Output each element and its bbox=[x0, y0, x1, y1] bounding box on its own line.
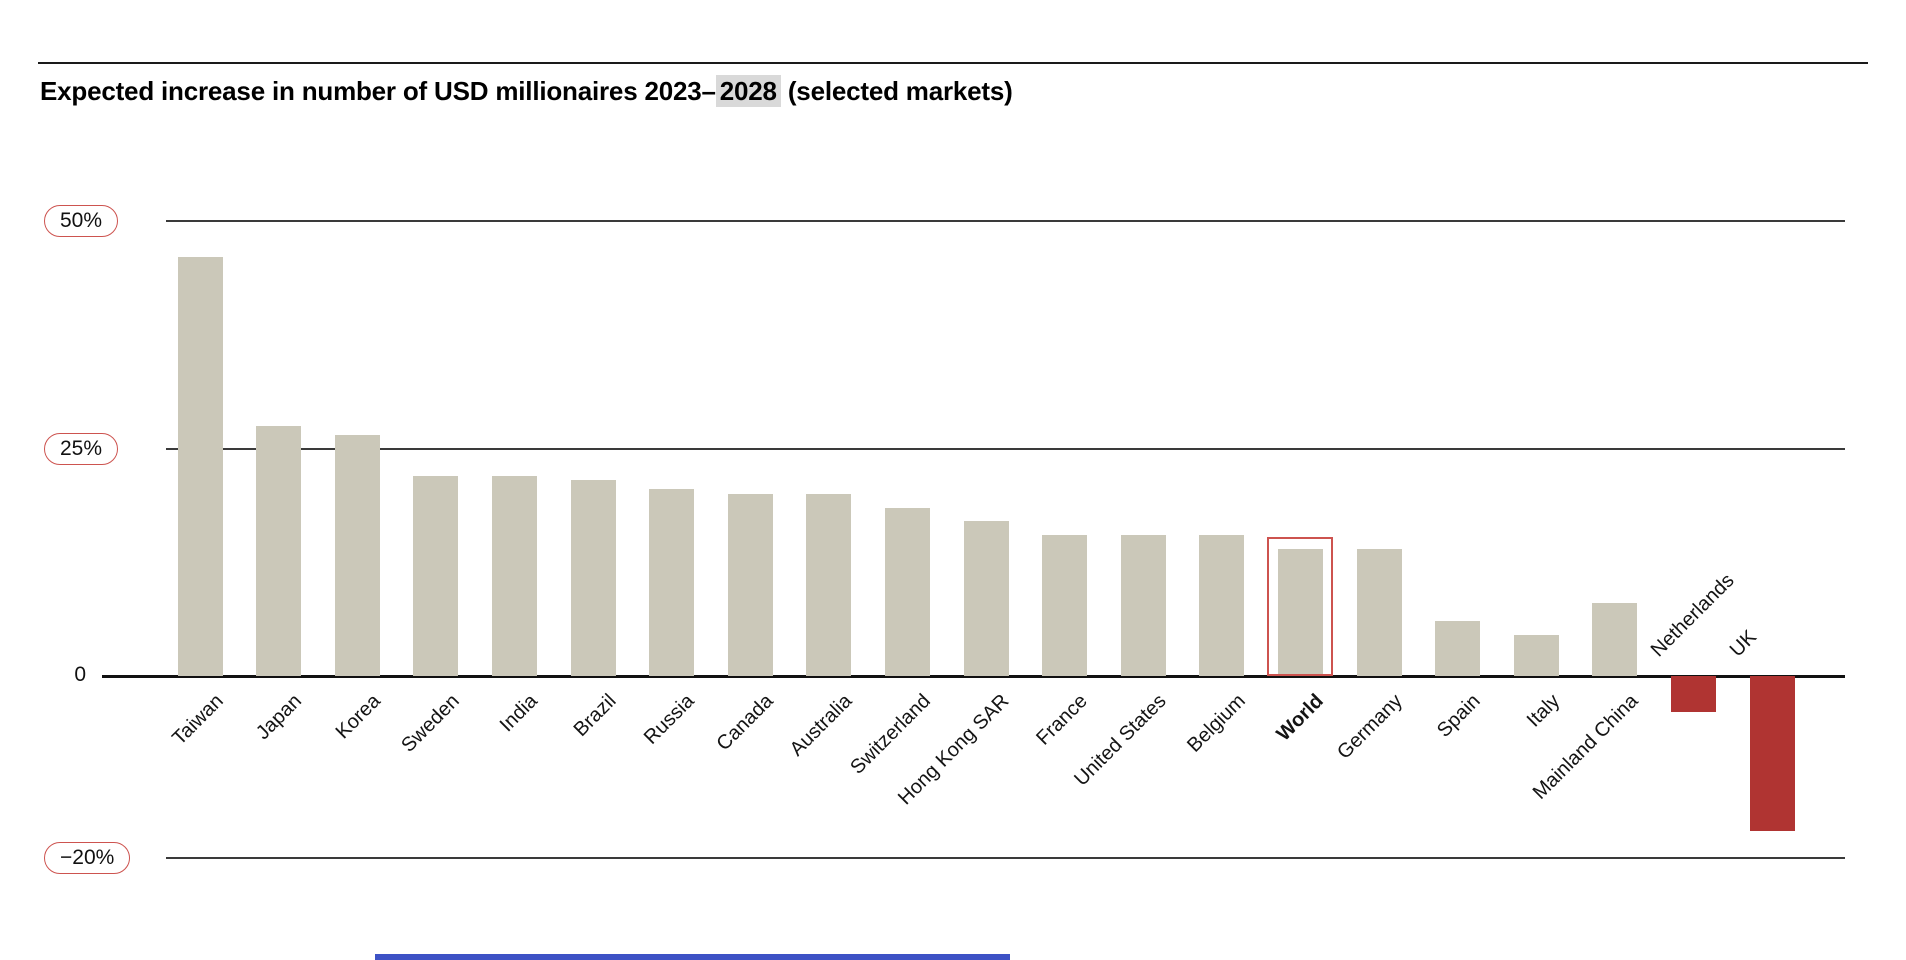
xlabel-belgium: Belgium bbox=[1182, 690, 1250, 757]
bar-mainland-china bbox=[1592, 603, 1638, 676]
ytick-label-25: 25% bbox=[44, 432, 119, 465]
xlabel-germany: Germany bbox=[1332, 690, 1407, 764]
xlabel-russia: Russia bbox=[640, 690, 700, 749]
xlabel-australia: Australia bbox=[785, 690, 857, 761]
bar-italy bbox=[1513, 635, 1559, 676]
xlabel-world: World bbox=[1272, 690, 1328, 746]
xlabel-canada: Canada bbox=[712, 690, 778, 756]
xlabel-korea: Korea bbox=[331, 690, 385, 744]
bar-belgium bbox=[1199, 534, 1245, 676]
bar-korea bbox=[334, 434, 380, 676]
xlabel-india: India bbox=[495, 690, 542, 737]
bottom-blue-bar bbox=[375, 954, 1010, 960]
title-prefix: Expected increase in number of USD milli… bbox=[40, 76, 716, 106]
bar-spain bbox=[1435, 621, 1481, 676]
bar-hong-kong-sar bbox=[963, 521, 1009, 676]
bar-canada bbox=[727, 494, 773, 676]
chart-title: Expected increase in number of USD milli… bbox=[40, 75, 1013, 107]
bar-world bbox=[1277, 548, 1323, 676]
xlabel-uk: UK bbox=[1725, 626, 1761, 662]
bar-sweden bbox=[413, 475, 459, 676]
ytick-label--20: −20% bbox=[44, 842, 131, 874]
xlabel-france: France bbox=[1032, 690, 1093, 750]
ytick-label-0: 0 bbox=[74, 663, 86, 686]
bar-india bbox=[491, 475, 537, 676]
bar-japan bbox=[256, 425, 302, 676]
xlabel-brazil: Brazil bbox=[569, 690, 621, 741]
bar-australia bbox=[806, 494, 852, 676]
xlabel-netherlands: Netherlands bbox=[1647, 569, 1739, 662]
bar-germany bbox=[1356, 548, 1402, 676]
bar-netherlands bbox=[1670, 676, 1716, 713]
bar-france bbox=[1042, 534, 1088, 676]
top-rule bbox=[38, 62, 1868, 64]
xlabel-japan: Japan bbox=[252, 690, 307, 745]
ytick-label-50: 50% bbox=[44, 205, 119, 237]
bar-united-states bbox=[1120, 534, 1166, 676]
xlabel-italy: Italy bbox=[1522, 690, 1564, 732]
gridline-50 bbox=[166, 220, 1845, 222]
bar-uk bbox=[1749, 676, 1795, 831]
xlabel-spain: Spain bbox=[1433, 690, 1486, 742]
bar-switzerland bbox=[884, 507, 930, 676]
gridline--20 bbox=[166, 857, 1845, 859]
xlabel-sweden: Sweden bbox=[396, 690, 464, 757]
gridline-25 bbox=[166, 447, 1845, 450]
gridline-0 bbox=[102, 675, 1845, 678]
title-highlight: 2028 bbox=[715, 75, 781, 107]
world-highlight-box bbox=[1267, 536, 1334, 676]
bar-russia bbox=[649, 489, 695, 676]
bar-brazil bbox=[570, 480, 616, 676]
xlabel-taiwan: Taiwan bbox=[167, 690, 228, 750]
title-suffix: (selected markets) bbox=[780, 76, 1013, 106]
bar-taiwan bbox=[177, 257, 223, 676]
